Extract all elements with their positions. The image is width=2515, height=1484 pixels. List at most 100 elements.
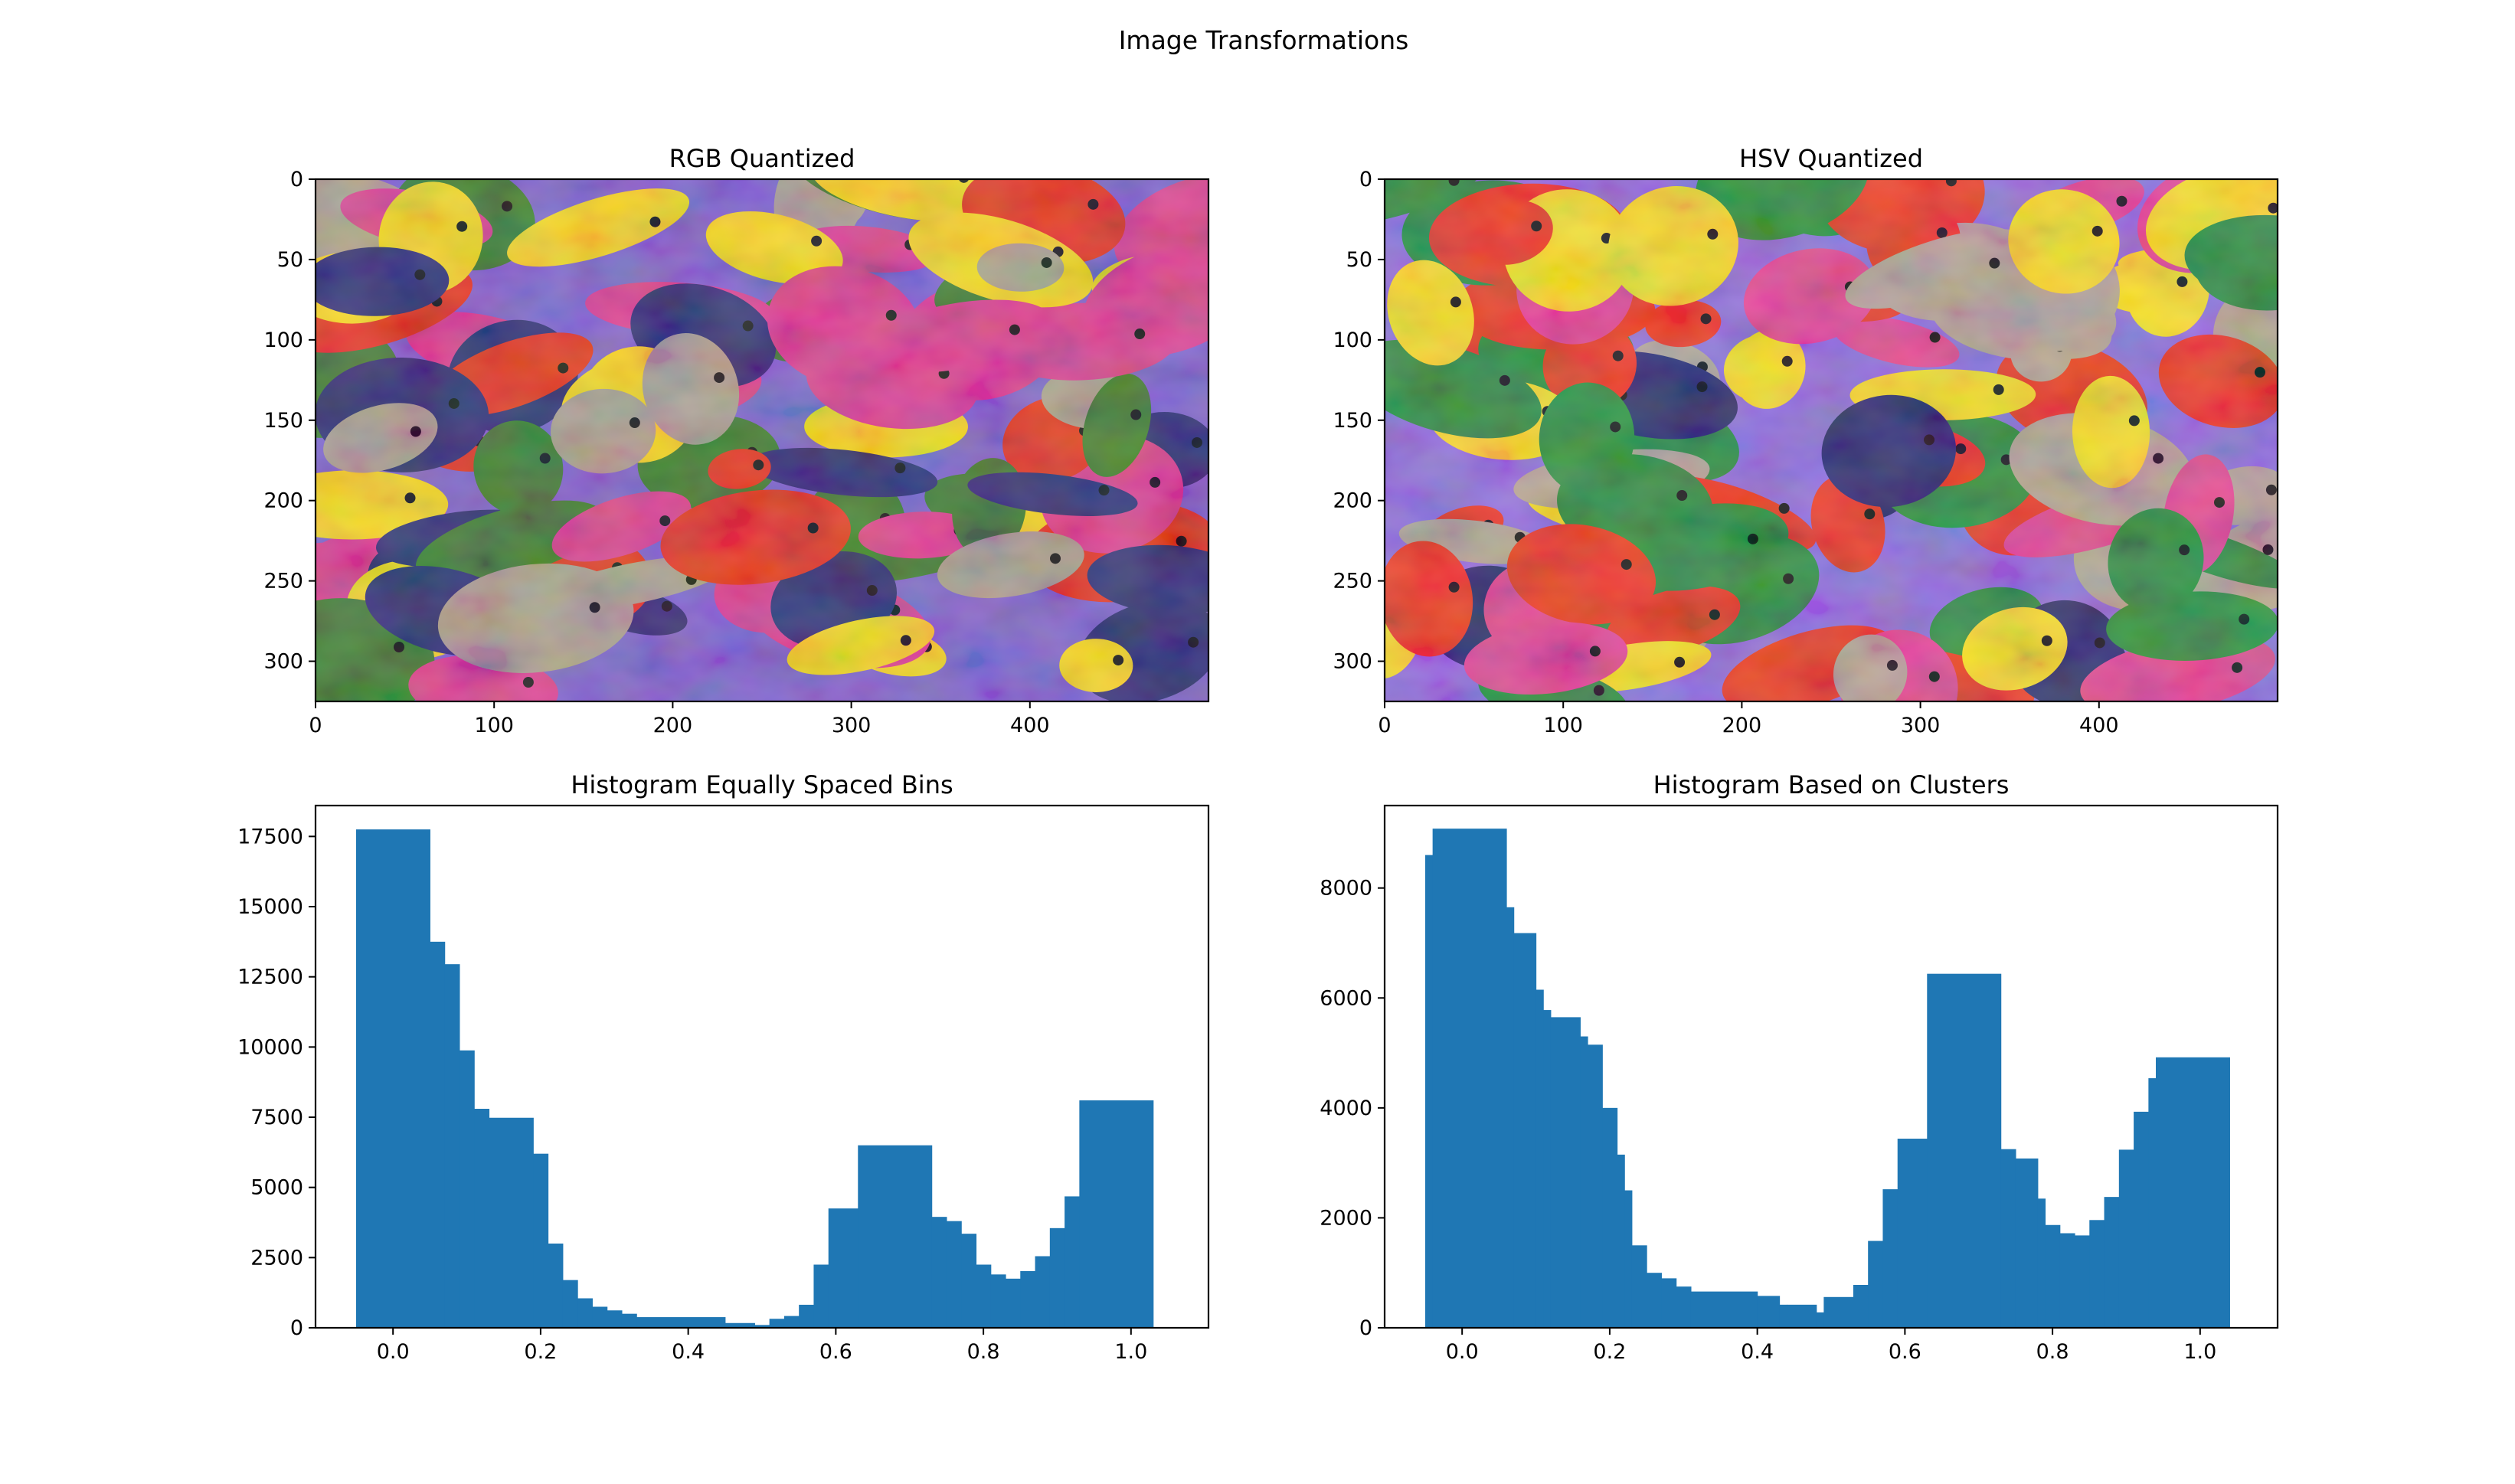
histogram-bar [1535, 989, 1544, 1328]
x-tick-label: 0 [1378, 714, 1391, 737]
histogram-bar [783, 1316, 800, 1328]
subplot-title: Histogram Based on Clusters [1653, 770, 2010, 799]
histogram-bar [961, 1234, 977, 1328]
y-tick-label: 250 [263, 570, 303, 593]
histogram-bar [356, 829, 430, 1328]
x-tick-label: 1.0 [1114, 1340, 1147, 1364]
histogram-bar [592, 1306, 608, 1328]
histogram-bar [976, 1264, 992, 1328]
histogram-bar [444, 964, 460, 1328]
histogram-bar [474, 1109, 490, 1328]
fish-eye [1226, 291, 1237, 302]
histogram-bar [2089, 1220, 2105, 1328]
y-tick-label: 0 [1359, 168, 1372, 191]
x-tick-label: 0.6 [1889, 1340, 1921, 1364]
y-tick-label: 10000 [237, 1035, 303, 1059]
histogram-bar [2037, 1198, 2046, 1328]
histogram-bar [2075, 1235, 2090, 1328]
histogram-bar [858, 1145, 933, 1328]
axes-frame [1383, 178, 2279, 703]
y-tick-label: 200 [263, 489, 303, 513]
y-tick-label: 0 [290, 168, 303, 191]
axes-frame [1383, 804, 2279, 1329]
fish-eye [2290, 319, 2301, 330]
subplot-title: Histogram Equally Spaced Bins [571, 770, 953, 799]
histogram-bar [607, 1310, 623, 1328]
histogram-bar [2045, 1224, 2061, 1328]
histogram-bar [489, 1117, 534, 1328]
y-tick-label: 250 [1333, 570, 1372, 593]
fish-eye [1219, 283, 1230, 294]
histogram-bar [946, 1221, 962, 1328]
histogram-bar [621, 1313, 637, 1328]
histogram-bar [2000, 1149, 2016, 1328]
histogram-bar [1816, 1312, 1824, 1328]
histogram-bar [1882, 1189, 1899, 1328]
histogram-bar [1868, 1240, 1884, 1328]
y-tick-label: 300 [1333, 650, 1372, 674]
x-tick-label: 0.2 [1593, 1340, 1626, 1364]
subplot-3: Histogram Equally Spaced Bins 0.0 0.2 0.4 0.… [237, 770, 1210, 1364]
y-tick-label: 100 [1333, 329, 1372, 352]
x-tick-label: 0.8 [2036, 1340, 2069, 1364]
histogram-bar [1927, 973, 2002, 1328]
x-tick-label: 400 [2079, 714, 2119, 737]
x-tick-label: 200 [653, 714, 693, 737]
histogram-bar [813, 1264, 829, 1328]
histogram-bar [931, 1217, 947, 1328]
y-tick-label: 5000 [250, 1176, 303, 1200]
y-tick-label: 0 [1359, 1316, 1372, 1340]
y-tick-label: 17500 [237, 825, 303, 848]
y-tick-label: 2000 [1320, 1206, 1372, 1230]
histogram-bar [1035, 1256, 1051, 1328]
histogram-bar [577, 1298, 593, 1328]
histogram-bar [533, 1153, 549, 1328]
quantized-image [1385, 179, 2301, 701]
histogram-bar [548, 1244, 564, 1328]
x-tick-label: 300 [1901, 714, 1941, 737]
y-tick-label: 300 [263, 650, 303, 674]
histogram-bar [459, 1050, 475, 1328]
x-tick-label: 0 [309, 714, 322, 737]
x-tick-label: 1.0 [2183, 1340, 2216, 1364]
histogram-bar [1757, 1296, 1781, 1328]
histogram-bar [1853, 1285, 1869, 1328]
histogram-bar [1020, 1270, 1036, 1328]
histogram-bar [2134, 1111, 2149, 1328]
y-tick-label: 12500 [237, 966, 303, 989]
histogram-bar [1779, 1304, 1787, 1328]
histogram-bar [1513, 933, 1537, 1328]
x-tick-label: 100 [474, 714, 514, 737]
y-tick-label: 0 [290, 1316, 303, 1340]
y-tick-label: 150 [1333, 409, 1372, 433]
axes-frame [314, 804, 1210, 1329]
histogram-bar [1787, 1304, 1817, 1328]
histogram-bar [1661, 1278, 1677, 1328]
histogram-bar [1425, 855, 1434, 1328]
subplot-1: RGB Quantized 0 100 200 300 400 0 50 100 150 200 25… [263, 144, 1237, 737]
histogram-bar [1631, 1245, 1647, 1328]
y-tick-label: 8000 [1320, 877, 1372, 901]
histogram-bar [1823, 1296, 1854, 1328]
histogram-bar [769, 1319, 785, 1328]
histogram-bar [1506, 907, 1515, 1328]
x-tick-label: 0.0 [1446, 1340, 1479, 1364]
quantized-image [316, 179, 1237, 701]
y-tick-label: 50 [1346, 248, 1372, 272]
histogram-bar [1676, 1286, 1692, 1328]
histogram-bar [799, 1304, 815, 1328]
subplot-2: HSV Quantized 0 100 200 300 400 0 50 100 150 200 25… [1333, 144, 2301, 737]
histogram-bar [1543, 1010, 1552, 1328]
x-tick-label: 100 [1543, 714, 1583, 737]
histogram-bar [754, 1325, 770, 1328]
y-tick-label: 15000 [237, 895, 303, 919]
figure-suptitle: Image Transformations [1119, 25, 1409, 55]
fish-eye [1212, 567, 1222, 578]
histogram-bar [1006, 1278, 1021, 1328]
y-tick-label: 200 [1333, 489, 1372, 513]
histogram-bar [2118, 1149, 2134, 1328]
histogram-bar [2156, 1057, 2230, 1328]
x-tick-label: 300 [832, 714, 872, 737]
histogram-bar [2104, 1197, 2120, 1328]
